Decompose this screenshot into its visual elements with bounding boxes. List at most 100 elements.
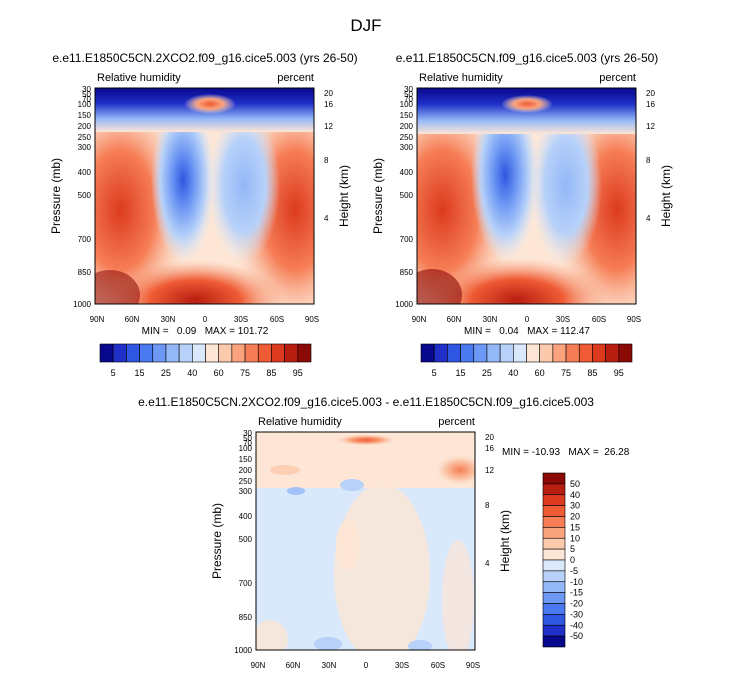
panel-3-ytick-500: 500: [239, 535, 253, 544]
panel-1-xtick-60S: 60S: [270, 315, 284, 324]
panel-2-ytick-150: 150: [400, 111, 414, 120]
panel-3-ylabel: Pressure (mb): [210, 503, 224, 579]
colorbar-left-swatch: [205, 343, 219, 363]
panel-2-y-ticks: 30 50 70 100 150 200 250 300 400 500 700…: [395, 85, 413, 309]
colorbar-right-swatch: [552, 343, 567, 363]
colorbar-right-swatch: [460, 343, 475, 363]
panel-3-min-max: MIN = -10.93 MAX = 26.28: [502, 447, 630, 458]
panel-1-rtick-12: 12: [324, 122, 333, 131]
panel-3-x-ticks: 90N 60N 30N 0 30S 60S 90S: [251, 661, 480, 670]
panel-3-y-ticks: 30 50 70 100 150 200 250 300 400 500 700…: [234, 429, 252, 655]
panel-3-ytick-850: 850: [239, 613, 253, 622]
colorbar-right-swatch: [433, 343, 448, 363]
panel-2-xtick-90N: 90N: [412, 315, 427, 324]
colorbar-left-swatch: [152, 343, 167, 363]
panel-2-rtick-12: 12: [646, 122, 655, 131]
panel-2-ylabel: Pressure (mb): [371, 158, 385, 234]
colorbar-right: 5 15 25 40 60 75 85 95: [420, 343, 633, 378]
colorbar-right-label: 85: [587, 368, 597, 378]
panel-3-ytick-400: 400: [239, 512, 253, 521]
colorbar-diff-swatch: [542, 614, 566, 626]
colorbar-left-swatch: [178, 343, 193, 363]
panel-1-xtick-0: 0: [203, 315, 208, 324]
colorbar-diff-label: -15: [570, 588, 583, 598]
panel-1-rtick-20: 20: [324, 89, 333, 98]
colorbar-left-swatch: [192, 343, 206, 363]
colorbar-left-label: 40: [187, 368, 197, 378]
panel-3-ytick-100: 100: [239, 444, 253, 453]
panel-1-xtick-30N: 30N: [161, 315, 176, 324]
panel-1-y-right-ticks: 20 16 12 8 4: [324, 89, 333, 223]
panel-1-plot: [94, 87, 315, 305]
panel-1-right-label: percent: [277, 72, 314, 84]
panel-2-y-right-ticks: 20 16 12 8 4: [646, 89, 655, 223]
panel-1-ytick-150: 150: [78, 111, 92, 120]
colorbar-right-label: 75: [561, 368, 571, 378]
panel-1-xtick-30S: 30S: [234, 315, 248, 324]
colorbar-diff-swatch: [542, 624, 566, 637]
panel-1-ytick-30: 30: [82, 85, 91, 94]
colorbar-diff-swatch: [542, 592, 566, 604]
panel-3-xtick-60N: 60N: [286, 661, 301, 670]
colorbar-diff-label: -5: [570, 566, 578, 576]
colorbar-left-swatch: [112, 343, 127, 363]
colorbar-right-swatch: [578, 343, 593, 363]
panel-3-ytick-1000: 1000: [234, 646, 252, 655]
colorbar-right-label: 15: [456, 368, 466, 378]
panel-1-xtick-60N: 60N: [125, 315, 140, 324]
panel-2-rtick-16: 16: [646, 100, 655, 109]
panel-3-left-label: Relative humidity: [258, 416, 342, 428]
colorbar-diff-label: 30: [570, 501, 580, 511]
colorbar-diff-label: -20: [570, 599, 583, 609]
panel-2-ytick-1000: 1000: [395, 300, 413, 309]
colorbar-left-swatch: [126, 343, 140, 363]
colorbar-right-swatch: [486, 343, 501, 363]
panel-3-ylabel-right: Height (km): [498, 510, 512, 572]
colorbar-diff-label: -30: [570, 609, 583, 619]
panel-3: e.e11.E1850C5CN.2XCO2.f09_g16.cice5.003 …: [138, 395, 630, 670]
colorbar-left-swatch: [244, 343, 259, 363]
colorbar-right-label: 25: [482, 368, 492, 378]
colorbar-right-swatch: [605, 343, 620, 363]
panel-3-rtick-8: 8: [485, 501, 490, 510]
panel-2-ytick-500: 500: [400, 191, 414, 200]
colorbar-diff-label: 10: [570, 533, 580, 543]
panel-1-rtick-4: 4: [324, 214, 329, 223]
panel-1-ytick-70: 70: [82, 95, 91, 104]
panel-2-rtick-20: 20: [646, 89, 655, 98]
panel-1-ytick-700: 700: [78, 235, 92, 244]
panel-1-ytick-100: 100: [78, 100, 92, 109]
colorbar-right-swatch: [447, 343, 461, 363]
colorbar-right-swatch: [565, 343, 580, 363]
colorbar-diff-swatch: [542, 570, 566, 583]
panel-2-x-ticks: 90N 60N 30N 0 30S 60S 90S: [412, 315, 641, 324]
colorbar-diff-swatch: [542, 494, 566, 506]
panel-3-ytick-200: 200: [239, 466, 253, 475]
panel-1-ytick-300: 300: [78, 143, 92, 152]
panel-3-xtick-90S: 90S: [466, 661, 480, 670]
panel-1: e.e11.E1850C5CN.2XCO2.f09_g16.cice5.003 …: [49, 51, 358, 337]
colorbar-diff-swatch: [542, 559, 566, 572]
colorbar-diff-label: -10: [570, 577, 583, 587]
panel-3-rtick-20: 20: [485, 433, 494, 442]
colorbar-diff-swatch: [542, 472, 566, 485]
panel-3-xtick-60S: 60S: [431, 661, 445, 670]
panel-3-ytick-250: 250: [239, 477, 253, 486]
panel-3-rtick-12: 12: [485, 466, 494, 475]
colorbar-left-label: 95: [293, 368, 303, 378]
panel-2-ytick-30: 30: [404, 85, 413, 94]
colorbar-left-swatch: [257, 343, 272, 363]
colorbar-left-label: 5: [111, 368, 116, 378]
panel-2-xtick-0: 0: [525, 315, 530, 324]
panel-3-xtick-90N: 90N: [251, 661, 266, 670]
colorbar-right-swatch: [499, 343, 514, 363]
panel-1-min-max: MIN = 0.09 MAX = 101.72: [142, 326, 269, 337]
colorbar-left-label: 85: [266, 368, 276, 378]
colorbar-left-swatch: [284, 343, 299, 363]
panel-3-xtick-0: 0: [364, 661, 369, 670]
panel-2-ytick-70: 70: [404, 95, 413, 104]
panel-1-ylabel-right: Height (km): [337, 165, 351, 227]
colorbar-right-label: 5: [432, 368, 437, 378]
colorbar-diff-label: 5: [570, 544, 575, 554]
panel-2-xtick-30S: 30S: [556, 315, 570, 324]
